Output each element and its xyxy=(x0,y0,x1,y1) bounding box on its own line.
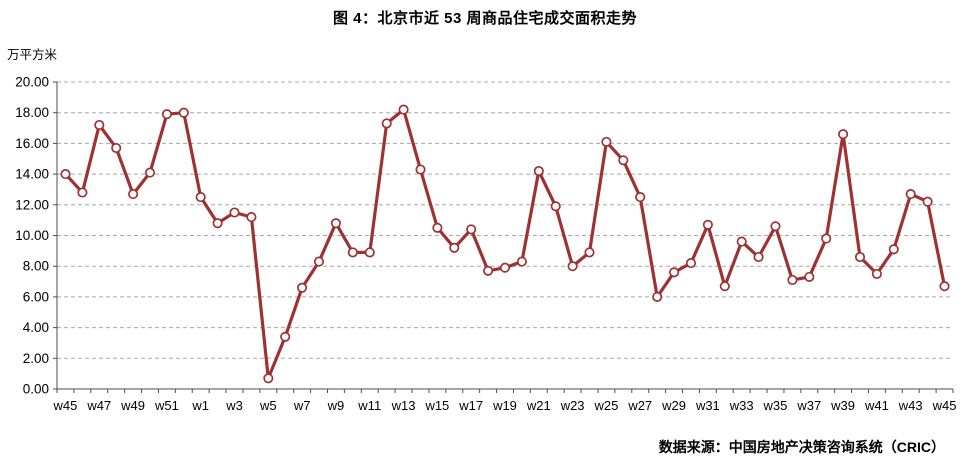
x-tick-label: w1 xyxy=(191,398,209,413)
data-point xyxy=(601,136,612,147)
x-tick-label: w11 xyxy=(357,398,381,413)
data-point xyxy=(398,104,409,115)
y-tick-label: 10.00 xyxy=(15,228,49,243)
data-point xyxy=(838,129,849,140)
data-point xyxy=(347,247,358,258)
data-point xyxy=(483,265,494,276)
x-tick-label: w17 xyxy=(458,398,483,413)
data-point xyxy=(905,189,916,200)
x-tick-label: w31 xyxy=(695,398,720,413)
data-point xyxy=(702,219,713,230)
data-point xyxy=(550,201,561,212)
data-point xyxy=(364,247,375,258)
x-tick-label: w51 xyxy=(154,398,179,413)
data-point xyxy=(854,251,866,263)
data-point xyxy=(381,118,392,129)
data-point xyxy=(736,236,747,247)
data-point xyxy=(246,212,257,223)
y-tick-label: 2.00 xyxy=(23,351,49,366)
chart-title: 图 4：北京市近 53 周商品住宅成交面积走势 xyxy=(332,10,638,27)
x-tick-label: w19 xyxy=(492,398,517,413)
data-point xyxy=(415,164,426,175)
data-point xyxy=(939,281,950,292)
y-tick-label: 4.00 xyxy=(23,320,49,335)
data-point xyxy=(60,169,71,180)
data-point xyxy=(753,251,764,263)
series-line xyxy=(63,107,947,380)
x-tick-label: w15 xyxy=(424,398,449,413)
data-point xyxy=(499,262,511,273)
data-point xyxy=(821,233,832,244)
data-point xyxy=(178,107,189,118)
x-tick-label: w35 xyxy=(763,398,788,413)
x-tick-label: w27 xyxy=(627,398,652,413)
x-tick-label: w43 xyxy=(898,398,923,413)
data-point xyxy=(280,331,291,342)
data-point xyxy=(635,192,646,203)
y-tick-label: 12.00 xyxy=(15,197,49,212)
data-point xyxy=(584,247,595,258)
x-tick-label: w7 xyxy=(293,398,311,413)
data-point xyxy=(432,222,443,233)
x-tick-label: w39 xyxy=(830,398,855,413)
data-point xyxy=(128,189,139,200)
data-point xyxy=(111,142,122,154)
x-tick-label: w37 xyxy=(796,398,821,413)
y-axis-unit-label: 万平方米 xyxy=(7,48,58,62)
x-tick-label: w3 xyxy=(225,398,243,413)
x-tick-label: w45 xyxy=(53,398,78,413)
x-tick-label: w25 xyxy=(594,398,619,413)
data-point xyxy=(94,119,105,131)
y-tick-label: 16.00 xyxy=(15,136,49,151)
data-point xyxy=(567,261,578,272)
data-point xyxy=(719,281,730,292)
data-point xyxy=(787,274,798,286)
x-tick-label: w9 xyxy=(327,398,345,413)
data-point xyxy=(313,256,325,267)
x-tick-label: w41 xyxy=(864,398,889,413)
x-tick-label: w13 xyxy=(391,398,416,413)
data-point xyxy=(888,244,899,255)
data-point xyxy=(669,267,680,278)
y-tick-label: 20.00 xyxy=(15,75,49,90)
x-tick-label: w49 xyxy=(120,398,145,413)
data-point xyxy=(330,218,341,229)
data-point xyxy=(229,207,240,218)
data-point xyxy=(297,282,308,293)
data-point xyxy=(652,291,663,302)
data-point xyxy=(804,271,815,282)
y-tick-label: 6.00 xyxy=(23,289,49,304)
x-tick-label: w47 xyxy=(86,398,111,413)
data-point xyxy=(618,155,629,166)
x-tick-label: w23 xyxy=(560,398,585,413)
x-tick-label: w33 xyxy=(729,398,754,413)
data-point xyxy=(516,256,527,267)
data-point xyxy=(466,224,477,235)
data-point xyxy=(144,167,156,178)
y-tick-label: 14.00 xyxy=(15,167,49,182)
data-point xyxy=(922,196,933,207)
y-tick-label: 0.00 xyxy=(23,382,49,397)
data-point xyxy=(871,268,882,279)
x-tick-label: w5 xyxy=(259,398,277,413)
x-tick-label: w45 xyxy=(932,398,957,413)
data-point xyxy=(77,187,88,198)
data-point xyxy=(263,373,274,384)
y-tick-label: 18.00 xyxy=(15,105,49,120)
y-tick-label: 8.00 xyxy=(23,259,49,274)
x-tick-label: w29 xyxy=(661,398,686,413)
data-point xyxy=(770,221,781,232)
data-point xyxy=(449,242,460,253)
data-source-note: 数据来源：中国房地产决策咨询系统（CRIC） xyxy=(658,439,945,455)
x-tick-label: w21 xyxy=(526,398,551,413)
data-point xyxy=(195,192,206,203)
data-point xyxy=(685,258,697,269)
data-point xyxy=(533,165,544,177)
data-point xyxy=(161,109,172,120)
data-point xyxy=(212,218,223,229)
